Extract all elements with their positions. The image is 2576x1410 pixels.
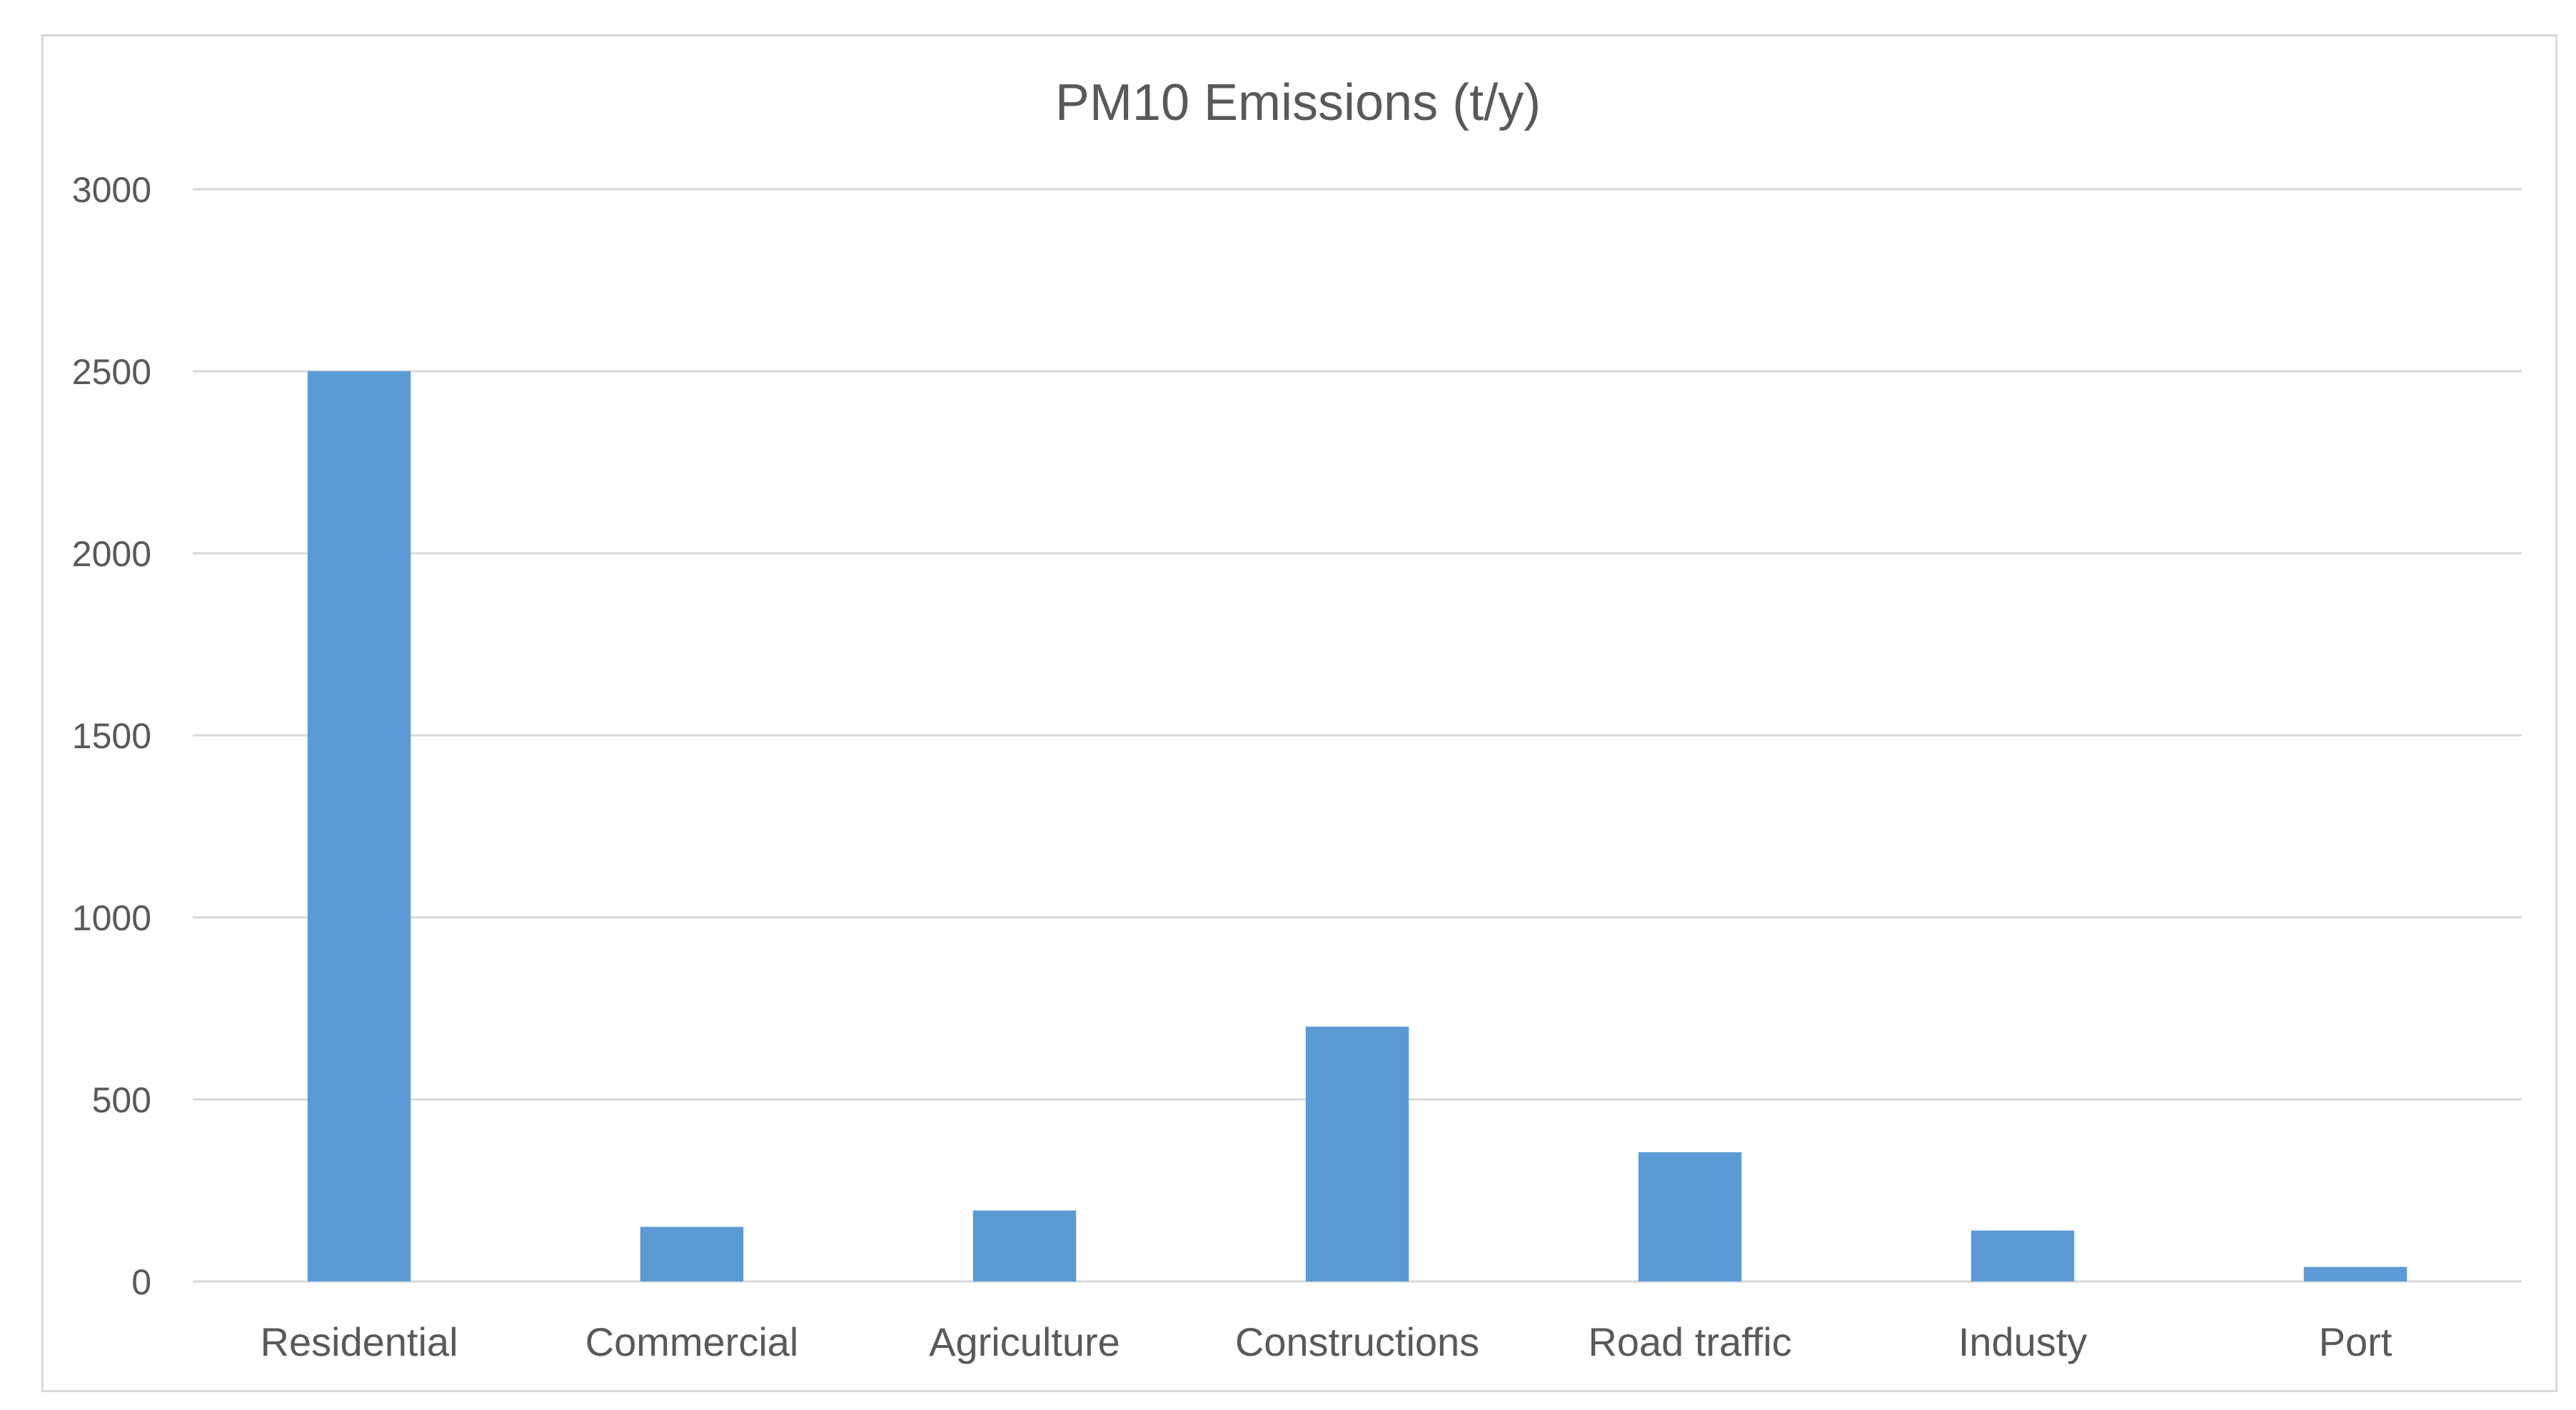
y-axis-ticks: 0 500 1000 1500 2000 2500 3000 xyxy=(72,170,151,1302)
y-tick-label: 1000 xyxy=(72,898,151,938)
chart-title: PM10 Emissions (t/y) xyxy=(1055,74,1541,131)
x-tick-label: Agriculture xyxy=(929,1319,1120,1364)
y-tick-label: 2000 xyxy=(72,534,151,574)
bar-commercial xyxy=(640,1227,744,1281)
bar-agriculture xyxy=(972,1210,1077,1281)
x-tick-label: Constructions xyxy=(1235,1319,1479,1364)
bar-residential xyxy=(307,371,411,1281)
x-tick-label: Residential xyxy=(260,1319,458,1364)
y-tick-label: 1500 xyxy=(72,716,151,756)
bar-road-traffic xyxy=(1638,1152,1742,1281)
y-tick-label: 2500 xyxy=(72,352,151,392)
bar-port xyxy=(2303,1267,2408,1281)
y-tick-label: 0 xyxy=(131,1262,151,1302)
x-tick-label: Port xyxy=(2319,1319,2393,1364)
bar-constructions xyxy=(1305,1027,1409,1281)
bar-industy xyxy=(1971,1230,2075,1281)
bars xyxy=(307,371,2408,1281)
y-tick-label: 3000 xyxy=(72,170,151,210)
chart-frame xyxy=(41,34,2557,1392)
x-tick-label: Industy xyxy=(1958,1319,2088,1364)
x-tick-label: Road traffic xyxy=(1588,1319,1791,1364)
gridlines xyxy=(193,188,2522,1283)
x-tick-label: Commercial xyxy=(585,1319,799,1364)
y-tick-label: 500 xyxy=(92,1080,151,1120)
x-axis-labels: Residential Commercial Agriculture Construc… xyxy=(260,1319,2392,1364)
